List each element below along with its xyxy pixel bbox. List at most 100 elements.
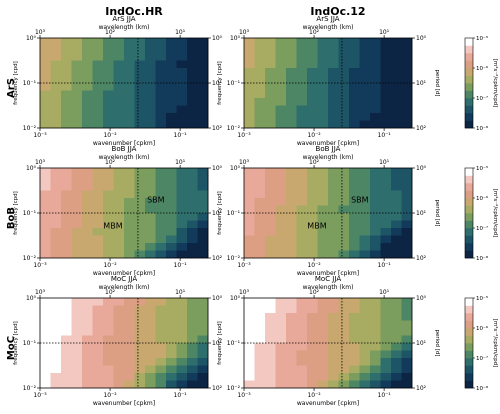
heatmap-cell	[265, 90, 276, 99]
heatmap-cell	[307, 198, 318, 206]
x-tick-label: 10⁻¹	[378, 132, 392, 139]
heatmap-cell	[134, 380, 146, 389]
heatmap-cell	[296, 305, 308, 314]
heatmap-cell	[166, 113, 177, 121]
heatmap-cell	[338, 60, 350, 69]
heatmap-cell	[401, 68, 413, 76]
heatmap-cell	[317, 328, 329, 336]
heatmap-cell	[92, 313, 104, 321]
heatmap-cell	[103, 373, 114, 381]
y-right-tick-label: 10¹	[212, 340, 223, 347]
heatmap-cell	[40, 365, 51, 374]
heatmap-cell	[275, 320, 287, 329]
heatmap-cell	[265, 335, 276, 344]
heatmap-cell	[317, 350, 329, 359]
heatmap-cell	[145, 343, 156, 351]
heatmap-cell	[380, 350, 392, 359]
heatmap-cell	[244, 313, 255, 321]
heatmap-cell	[187, 343, 198, 351]
heatmap-cell	[82, 38, 93, 46]
heatmap-cell	[50, 328, 62, 336]
heatmap-cell	[317, 235, 329, 244]
heatmap-cell	[145, 328, 156, 336]
heatmap-cell	[155, 53, 167, 61]
heatmap-cell	[265, 83, 276, 91]
heatmap-cell	[92, 190, 104, 199]
x-tick-label: 10⁻²	[103, 132, 117, 139]
heatmap-cell	[197, 305, 209, 314]
x-top-label: wavelength (km)	[99, 154, 150, 161]
heatmap-cell	[391, 38, 402, 46]
y-tick-label: 10⁰	[26, 35, 37, 42]
heatmap-cell	[338, 190, 350, 199]
colorbar-tick-label: 10⁻⁸	[476, 385, 489, 392]
colorbar-swatch	[465, 60, 473, 69]
heatmap-cell	[380, 83, 392, 91]
heatmap-cell	[338, 250, 350, 259]
heatmap-cell	[176, 120, 188, 129]
heatmap-cell	[92, 228, 104, 236]
annotation-label: SBM	[351, 196, 369, 205]
heatmap-cell	[380, 220, 392, 229]
heatmap-cell	[50, 380, 62, 389]
annotation-label: MBM	[103, 222, 122, 231]
heatmap-cell	[103, 45, 114, 54]
heatmap-cell	[61, 335, 72, 344]
heatmap-cell	[275, 175, 287, 184]
heatmap-cell	[50, 228, 62, 236]
heatmap-cell	[71, 350, 83, 359]
heatmap-cell	[286, 250, 297, 259]
heatmap-cell	[124, 90, 135, 99]
heatmap-cell	[338, 98, 350, 106]
heatmap-cell	[113, 183, 125, 191]
heatmap-cell	[40, 380, 51, 389]
heatmap-cell	[113, 90, 125, 99]
heatmap-cell	[286, 120, 297, 129]
x-bottom-label: wavenumber [cpkm]	[297, 400, 359, 407]
heatmap-cell	[50, 105, 62, 114]
heatmap-cell	[296, 53, 308, 61]
heatmap-cell	[338, 105, 350, 114]
heatmap-cell	[61, 350, 72, 359]
heatmap-cell	[370, 328, 381, 336]
heatmap-cell	[296, 68, 308, 76]
heatmap-cell	[124, 250, 135, 259]
heatmap-cell	[338, 373, 350, 381]
heatmap-cell	[113, 343, 125, 351]
y-left-label: frequency [cpd]	[13, 321, 19, 365]
heatmap-cell	[359, 313, 371, 321]
heatmap-cell	[134, 373, 146, 381]
heatmap-cell	[176, 220, 188, 229]
heatmap-cell	[155, 220, 167, 229]
heatmap-cell	[317, 320, 329, 329]
x-tick-label: 10⁻¹	[174, 262, 188, 269]
heatmap-cell	[244, 45, 255, 54]
heatmap-cell	[296, 343, 308, 351]
heatmap-cell	[176, 60, 188, 69]
heatmap-cell	[197, 53, 209, 61]
colorbar-swatch	[465, 205, 473, 214]
heatmap-cell	[124, 38, 135, 46]
heatmap-cell	[317, 68, 329, 76]
heatmap-cell	[328, 213, 339, 221]
heatmap-cell	[359, 60, 371, 69]
heatmap-cell	[370, 320, 381, 329]
heatmap-cell	[197, 365, 209, 374]
heatmap-cell	[275, 98, 287, 106]
heatmap-cell	[370, 365, 381, 374]
heatmap-cell	[103, 183, 114, 191]
heatmap-cell	[275, 298, 287, 306]
heatmap-cell	[124, 205, 135, 214]
heatmap-cell	[401, 320, 413, 329]
heatmap-cell	[265, 313, 276, 321]
colorbar-swatch	[465, 365, 473, 374]
heatmap-cell	[254, 305, 266, 314]
heatmap-cell	[166, 205, 177, 214]
heatmap-cell	[401, 365, 413, 374]
heatmap-cell	[103, 38, 114, 46]
heatmap-cell	[61, 205, 72, 214]
heatmap-cell	[155, 105, 167, 114]
heatmap-cell	[254, 373, 266, 381]
heatmap-cell	[338, 90, 350, 99]
heatmap-cell	[328, 350, 339, 359]
